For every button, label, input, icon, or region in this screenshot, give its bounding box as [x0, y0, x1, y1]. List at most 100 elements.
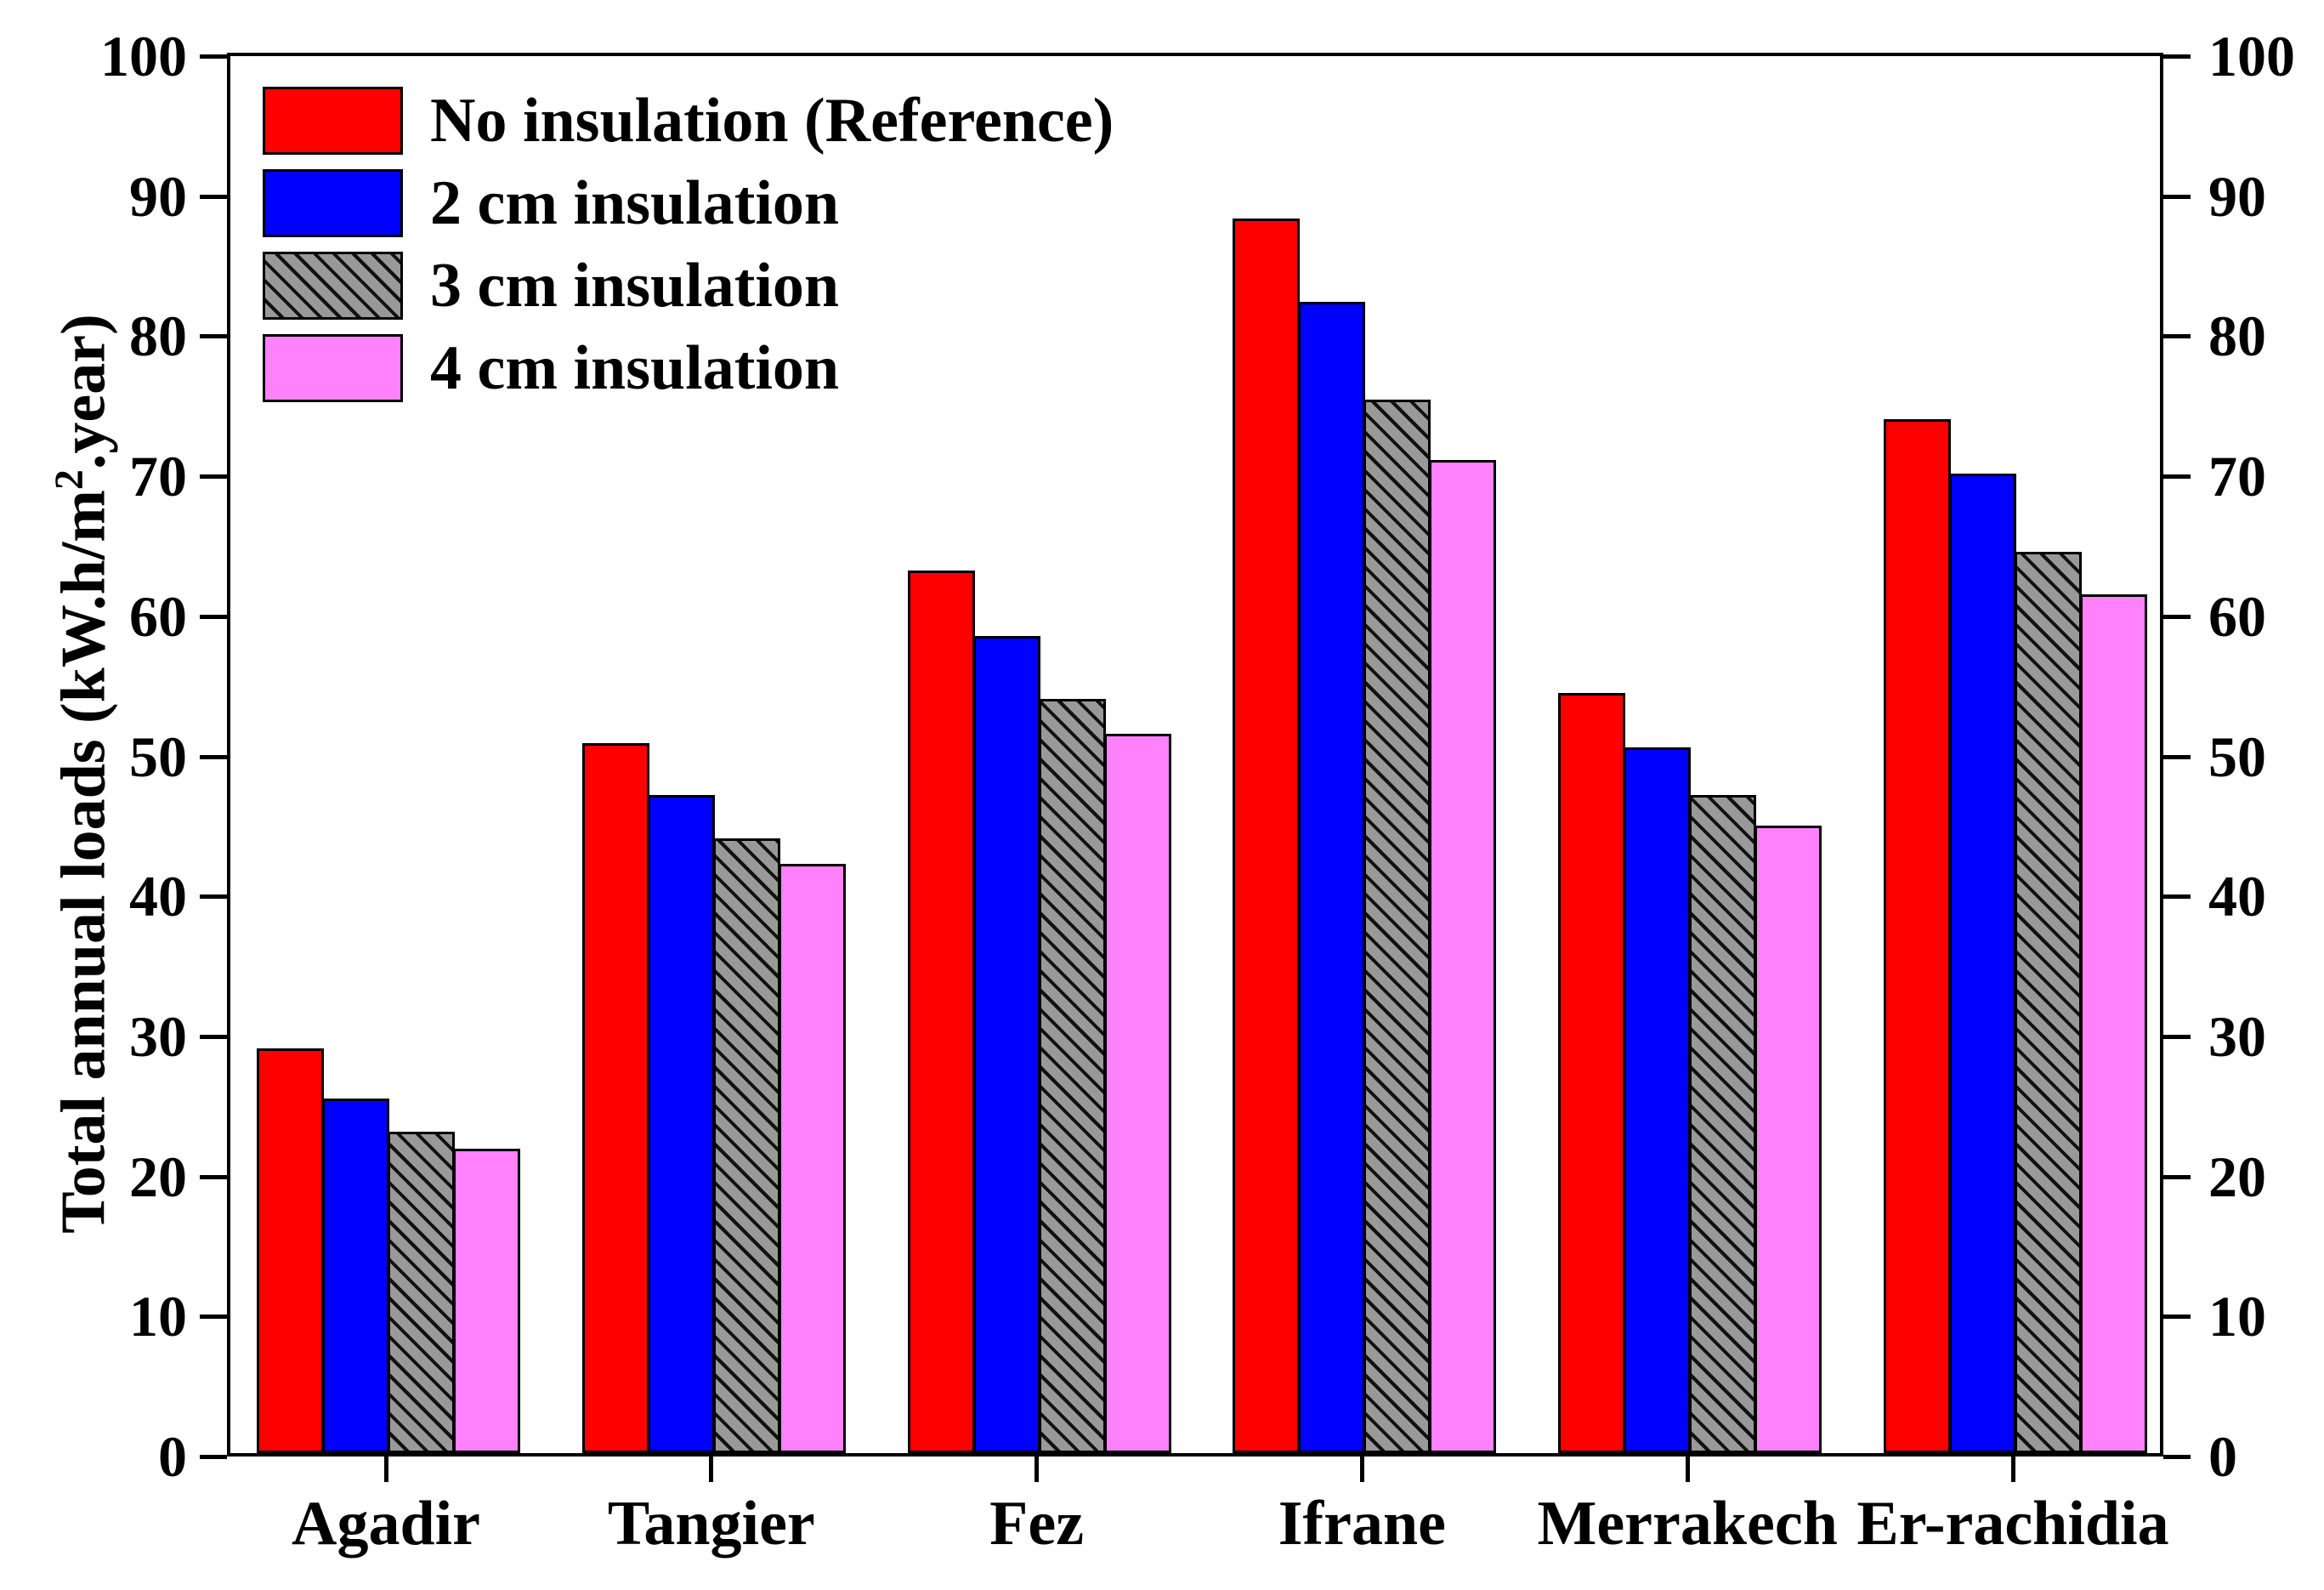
y-tick-right-100	[2163, 54, 2191, 59]
y-tick-label-left-10: 10	[129, 1284, 187, 1349]
y-tick-label-left-80: 80	[129, 304, 187, 369]
y-tick-right-30	[2163, 1034, 2191, 1039]
legend-item-1: No insulation (Reference)	[263, 84, 1114, 157]
bar-agadir-series-4	[453, 1149, 520, 1453]
y-tick-left-50	[200, 754, 227, 759]
y-tick-label-right-50: 50	[2208, 724, 2266, 789]
x-tick-fez	[1034, 1457, 1040, 1482]
y-tick-right-40	[2163, 894, 2191, 900]
legend-label-1: No insulation (Reference)	[430, 86, 1114, 156]
y-tick-label-left-70: 70	[129, 444, 187, 509]
y-tick-right-60	[2163, 614, 2191, 619]
bar-tangier-series-2	[647, 795, 715, 1453]
y-tick-right-0	[2163, 1455, 2191, 1459]
legend-swatch-3	[263, 252, 403, 320]
y-tick-label-right-10: 10	[2208, 1284, 2266, 1349]
x-tick-ifrane	[1359, 1457, 1364, 1482]
y-tick-label-left-0: 0	[158, 1424, 187, 1489]
legend-label-4: 4 cm insulation	[430, 333, 840, 403]
y-tick-label-right-0: 0	[2208, 1424, 2237, 1489]
x-tick-er-rachidia	[2010, 1457, 2015, 1482]
y-tick-label-right-30: 30	[2208, 1003, 2266, 1069]
y-tick-right-50	[2163, 754, 2191, 759]
x-tick-merrakech	[1685, 1457, 1690, 1482]
y-tick-label-right-100: 100	[2208, 24, 2295, 88]
y-tick-left-60	[200, 614, 227, 619]
x-category-label-er-rachidia: Er-rachidia	[1856, 1489, 2169, 1559]
bar-tangier-series-4	[778, 864, 846, 1453]
y-tick-label-right-60: 60	[2208, 583, 2266, 649]
bar-er-rachidia-series-4	[2080, 594, 2147, 1453]
y-tick-label-left-20: 20	[129, 1144, 187, 1209]
bar-ifrane-series-2	[1298, 302, 1366, 1453]
y-tick-label-left-90: 90	[129, 163, 187, 229]
y-tick-label-left-100: 100	[100, 24, 187, 88]
y-tick-right-90	[2163, 194, 2191, 199]
legend-label-3: 3 cm insulation	[430, 251, 840, 321]
y-tick-left-80	[200, 334, 227, 339]
bar-er-rachidia-series-2	[1949, 474, 2016, 1453]
bar-agadir-series-1	[257, 1048, 324, 1453]
y-tick-right-70	[2163, 474, 2191, 480]
y-tick-label-right-20: 20	[2208, 1144, 2266, 1209]
y-tick-left-20	[200, 1174, 227, 1179]
legend-item-3: 3 cm insulation	[263, 249, 1114, 322]
y-tick-label-right-40: 40	[2208, 864, 2266, 929]
legend-swatch-1	[263, 87, 403, 155]
bar-group-ifrane	[1233, 56, 1498, 1453]
y-tick-label-left-30: 30	[129, 1003, 187, 1069]
x-tick-agadir	[383, 1457, 388, 1482]
plot-area: No insulation (Reference) 2 cm insulation…	[227, 53, 2163, 1457]
y-tick-label-right-80: 80	[2208, 304, 2266, 369]
legend-item-2: 2 cm insulation	[263, 167, 1114, 240]
legend-swatch-2	[263, 169, 403, 237]
bar-er-rachidia-series-1	[1884, 419, 1951, 1453]
y-tick-left-90	[200, 194, 227, 199]
legend-label-2: 2 cm insulation	[430, 168, 840, 238]
bar-er-rachidia-series-3	[2015, 552, 2082, 1453]
y-tick-left-0	[200, 1455, 227, 1459]
y-tick-right-80	[2163, 334, 2191, 339]
y-tick-right-20	[2163, 1174, 2191, 1179]
y-tick-left-70	[200, 474, 227, 480]
legend-swatch-4	[263, 334, 403, 402]
bar-merrakech-series-4	[1754, 826, 1822, 1453]
bar-agadir-series-3	[388, 1132, 455, 1453]
x-tick-tangier	[709, 1457, 714, 1482]
bar-merrakech-series-3	[1689, 795, 1757, 1453]
x-category-label-ifrane: Ifrane	[1278, 1489, 1447, 1559]
y-tick-label-left-50: 50	[129, 724, 187, 789]
bar-group-fez	[907, 56, 1173, 1453]
legend-item-4: 4 cm insulation	[263, 332, 1114, 405]
bar-fez-series-3	[1038, 699, 1106, 1453]
bar-fez-series-1	[907, 571, 975, 1453]
bar-tangier-series-1	[581, 743, 649, 1453]
bar-ifrane-series-4	[1429, 460, 1497, 1453]
x-category-label-agadir: Agadir	[292, 1489, 480, 1559]
y-tick-left-100	[200, 54, 227, 59]
x-category-label-merrakech: Merrakech	[1537, 1489, 1838, 1559]
bar-merrakech-series-1	[1558, 693, 1626, 1453]
y-tick-left-10	[200, 1315, 227, 1320]
bar-agadir-series-2	[322, 1099, 389, 1453]
y-tick-label-left-60: 60	[129, 583, 187, 649]
y-tick-label-right-90: 90	[2208, 163, 2266, 229]
bar-group-merrakech	[1558, 56, 1823, 1453]
bar-ifrane-series-3	[1363, 400, 1431, 1453]
bar-tangier-series-3	[712, 838, 780, 1453]
bar-group-tangier	[581, 56, 847, 1453]
x-category-label-tangier: Tangier	[607, 1489, 815, 1559]
legend: No insulation (Reference) 2 cm insulation…	[263, 84, 1114, 414]
y-tick-left-30	[200, 1034, 227, 1039]
bar-group-er-rachidia	[1884, 56, 2149, 1453]
bar-merrakech-series-2	[1624, 747, 1692, 1453]
y-tick-label-right-70: 70	[2208, 444, 2266, 509]
y-tick-left-40	[200, 894, 227, 900]
y-tick-label-left-40: 40	[129, 864, 187, 929]
y-tick-right-10	[2163, 1315, 2191, 1320]
bar-group-agadir	[257, 56, 522, 1453]
bar-fez-series-2	[972, 636, 1040, 1453]
x-category-label-fez: Fez	[989, 1489, 1085, 1559]
bar-ifrane-series-1	[1233, 219, 1301, 1453]
